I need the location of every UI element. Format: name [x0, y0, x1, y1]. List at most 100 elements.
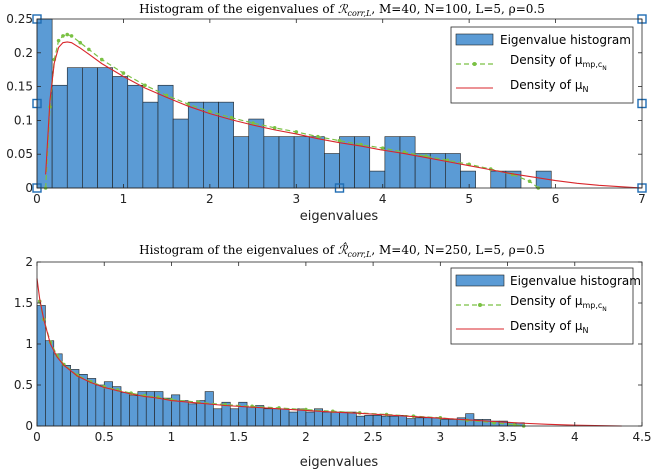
x-tick-label: 1	[120, 192, 128, 206]
histogram-bar	[129, 395, 139, 427]
x-tick-label: 0.5	[95, 430, 114, 444]
x-tick-label: 3	[292, 192, 300, 206]
histogram-bar	[297, 408, 307, 427]
histogram-bar	[389, 415, 399, 427]
legend-swatch-histogram	[455, 274, 505, 287]
histogram-bar	[339, 411, 349, 427]
x-tick-label: 4	[379, 192, 387, 206]
x-tick-label: 6	[552, 192, 560, 206]
x-tick-label: 2.5	[364, 430, 383, 444]
y-tick-label: 0	[25, 181, 33, 195]
histogram-bar	[61, 365, 71, 427]
histogram-bar	[162, 397, 172, 427]
histogram-bar	[127, 84, 144, 189]
histogram-bar	[82, 67, 98, 189]
x-tick-label: 2	[206, 192, 214, 206]
histogram-bar	[280, 408, 290, 427]
y-tick-label: 0.05	[6, 147, 33, 161]
histogram-bar	[364, 415, 374, 427]
chart-top-title: Histogram of the eigenvalues of ℛcorr,L,…	[139, 2, 545, 18]
mp-density-point	[56, 38, 61, 43]
histogram-bar	[36, 305, 46, 427]
mp-density-point	[61, 34, 65, 38]
histogram-bar	[293, 136, 310, 189]
mp-density-point	[229, 115, 234, 120]
histogram-bar	[399, 136, 416, 189]
y-tick-label: 1.5	[14, 296, 33, 310]
x-tick-label: 1	[168, 430, 176, 444]
x-tick-label: 0	[33, 192, 41, 206]
histogram-bar	[347, 411, 357, 427]
histogram-bar	[204, 391, 214, 427]
histogram-bar	[172, 118, 189, 189]
chart-top-y-ticks: 0 0.05 0.1 0.15 0.2 0.25	[6, 12, 642, 195]
chart-top-n-density-line	[45, 41, 643, 189]
histogram-bar	[381, 415, 391, 427]
mp-density-point	[337, 138, 342, 143]
chart-bottom-n-density-line	[36, 278, 622, 427]
histogram-bar	[271, 408, 281, 427]
chart-bottom-x-ticks: 0 0.5 1 1.5 2 2.5 3 3.5 4 4.5	[33, 262, 652, 444]
mp-density-point	[143, 83, 147, 88]
chart-bottom-title: Histogram of the eigenvalues of ℛ̂corr,L…	[139, 242, 545, 259]
histogram-bar	[87, 378, 97, 427]
histogram-bar	[448, 419, 458, 427]
histogram-bar	[112, 386, 122, 427]
y-tick-label: 0	[25, 419, 33, 433]
x-tick-label: 1.5	[229, 430, 248, 444]
histogram-bar	[187, 101, 204, 189]
chart-top-axes-box	[36, 18, 643, 189]
legend-swatch-mp-point	[472, 62, 477, 66]
histogram-bar	[406, 418, 416, 427]
legend-label-n-density: Density of μN	[510, 319, 588, 335]
histogram-bar	[246, 406, 256, 427]
histogram-bar	[414, 417, 424, 427]
mp-density-point	[380, 146, 385, 150]
legend-swatch-histogram	[455, 33, 494, 46]
mp-density-point	[100, 57, 104, 62]
histogram-bar	[233, 136, 250, 189]
mp-density-point	[186, 102, 191, 106]
histogram-bar	[308, 136, 325, 189]
histogram-bar	[97, 67, 113, 189]
chart-top: Histogram of the eigenvalues of ℛcorr,L,…	[6, 2, 647, 224]
y-tick-label: 2	[25, 255, 33, 269]
chart-top-x-ticks: 0 1 2 3 4 5 6 7	[33, 19, 646, 206]
histogram-bar	[53, 353, 63, 427]
histogram-bar	[384, 136, 401, 189]
chart-bottom-x-axis-label: eigenvalues	[300, 455, 379, 470]
x-tick-label: 7	[638, 192, 646, 206]
mp-density-point	[294, 130, 299, 134]
mp-density-point	[316, 134, 320, 139]
chart-top-legend: Eigenvalue histogram Density of μmp,cN D…	[450, 26, 634, 104]
chart-bottom-y-ticks: 0 0.5 1 1.5 2	[14, 255, 642, 433]
histogram-bar	[398, 415, 408, 427]
histogram-bar	[322, 411, 332, 427]
x-tick-label: 4.5	[632, 430, 651, 444]
histogram-bar	[112, 76, 129, 189]
histogram-bar	[372, 415, 382, 427]
histogram-bar	[330, 411, 340, 427]
histogram-bar	[490, 170, 507, 189]
histogram-bar	[213, 408, 223, 427]
histogram-bar	[218, 101, 234, 189]
y-tick-label: 0.25	[6, 12, 33, 26]
y-tick-label: 0.5	[14, 378, 33, 392]
histogram-bar	[196, 400, 206, 427]
y-tick-label: 1	[25, 337, 33, 351]
legend-label-mp-density: Density of μmp,cN	[510, 294, 607, 313]
mp-density-point	[527, 179, 532, 184]
x-tick-label: 3.5	[498, 430, 517, 444]
histogram-bar	[305, 411, 315, 427]
histogram-bar	[95, 384, 105, 427]
x-tick-label: 3	[437, 430, 445, 444]
x-tick-label: 4	[571, 430, 579, 444]
histogram-bar	[324, 153, 340, 189]
histogram-bar	[70, 369, 80, 427]
mp-density-point	[65, 32, 70, 37]
legend-label-histogram: Eigenvalue histogram	[510, 274, 641, 288]
legend-label-histogram: Eigenvalue histogram	[500, 33, 631, 47]
histogram-bar	[356, 415, 366, 427]
legend-swatch-mp-point	[478, 303, 482, 307]
legend-label-n-density: Density of μN	[510, 78, 588, 94]
